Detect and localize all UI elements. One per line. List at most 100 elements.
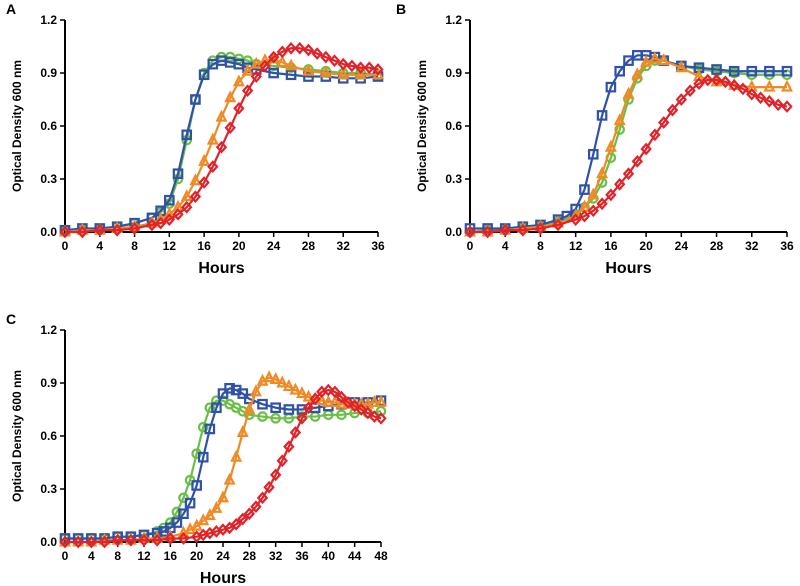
data-point-red [85,535,98,549]
data-point-orange [206,132,219,145]
data-point-red [289,426,302,439]
x-tick-label: 12 [163,239,177,253]
data-point-red [230,517,242,531]
x-tick-label: 8 [114,549,121,563]
x-tick-label: 36 [295,549,309,563]
data-point-blue [579,184,590,195]
data-point-red [335,390,348,404]
series-red [464,73,793,239]
x-tick-label: 0 [62,549,69,563]
data-point-orange [236,425,249,437]
panel-label: B [396,1,406,17]
x-tick-label: 20 [232,239,246,253]
data-point-green [171,506,183,518]
data-point-blue [711,64,722,75]
data-point-red [640,142,652,156]
data-point-blue [596,110,608,121]
data-point-red [302,43,315,57]
data-point-red [181,200,193,214]
data-point-red [781,100,793,113]
data-point-orange [223,472,236,485]
data-point-orange [250,56,263,69]
data-point-orange [189,173,202,186]
data-point-green [197,421,209,433]
data-point-orange [258,53,271,66]
y-tick-label: 0.3 [40,172,57,186]
series-blue [464,50,793,234]
data-point-blue [190,94,201,105]
x-tick-label: 32 [337,239,351,253]
data-point-orange [198,153,211,166]
panel-label: C [6,311,16,327]
x-tick-label: 40 [322,549,336,563]
data-point-red [631,154,643,168]
data-point-blue [257,398,268,410]
data-point-red [241,84,254,98]
data-point-blue [204,423,216,435]
data-point-orange [675,60,688,73]
data-point-red [666,103,679,117]
x-tick-label: 44 [348,549,362,563]
data-point-red [283,440,295,453]
data-point-blue [164,194,175,206]
data-point-blue [211,402,222,414]
data-point-red [693,77,705,90]
data-point-orange [631,67,644,80]
data-point-red [233,101,245,115]
x-tick-label: 8 [537,239,544,253]
data-point-orange [282,379,295,392]
data-point-red [198,176,210,189]
y-tick-label: 0.3 [40,482,57,496]
data-point-red [363,61,375,75]
data-point-orange [215,109,228,122]
data-point-red [320,50,332,64]
data-point-red [675,93,688,106]
x-tick-label: 16 [197,239,211,253]
data-point-orange [368,394,381,407]
data-point-orange [217,490,229,503]
data-point-orange [241,63,254,76]
x-tick-label: 4 [96,239,103,253]
data-point-red [164,532,177,545]
data-point-red [128,222,141,235]
data-point-red [375,411,387,425]
data-point-blue [781,65,793,77]
data-point-red [250,500,262,514]
data-point-green [184,474,196,486]
data-point-red [146,218,158,232]
x-tick-label: 36 [780,239,794,253]
data-point-orange [263,370,276,383]
data-point-blue [746,65,758,77]
data-point-red [719,75,732,89]
data-point-red [243,507,256,521]
data-point-orange [302,389,315,402]
data-point-red [111,223,123,237]
data-point-red [302,401,315,415]
data-point-blue [178,508,189,520]
data-point-blue [614,65,625,77]
x-tick-label: 28 [302,239,316,253]
y-tick-label: 0.6 [445,119,462,133]
data-point-red [163,213,176,226]
data-point-red [348,399,361,413]
data-point-red [250,70,262,83]
data-point-blue [270,402,281,414]
data-point-orange [285,58,298,71]
data-point-red [296,411,308,425]
data-point-red [354,61,367,75]
series-line-orange [64,57,378,234]
data-point-blue [268,67,279,79]
data-point-red [534,222,547,235]
data-point-red [614,177,626,191]
data-point-orange [269,372,282,384]
data-point-blue [728,65,740,77]
panel-b: B 0.0 0.3 0.6 0.9 1.2 0 4 8 12 16 20 24 28 32 36 Hours Op… [396,1,794,277]
data-point-orange [622,86,635,99]
data-point-red [362,406,374,420]
x-tick-label: 0 [467,239,474,253]
data-point-orange [180,189,193,202]
panel-label: A [6,1,16,17]
y-tick-label: 0.6 [40,119,57,133]
series-line-blue [470,54,787,230]
data-point-red [224,121,236,135]
